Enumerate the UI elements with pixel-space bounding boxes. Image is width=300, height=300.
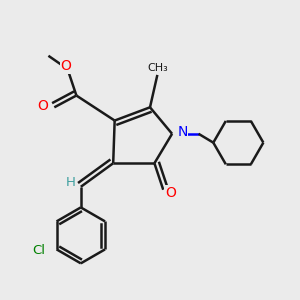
Text: O: O — [165, 186, 176, 200]
Text: O: O — [61, 59, 71, 73]
Text: O: O — [38, 99, 49, 113]
Text: N: N — [177, 125, 188, 139]
Text: Cl: Cl — [32, 244, 45, 257]
Text: CH₃: CH₃ — [147, 63, 168, 73]
Text: H: H — [66, 176, 75, 189]
